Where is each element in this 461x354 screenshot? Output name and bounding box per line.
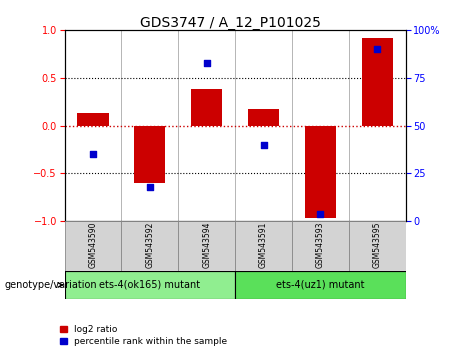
Point <box>146 184 154 190</box>
Bar <box>121 221 178 271</box>
Bar <box>134 126 165 183</box>
Bar <box>65 221 121 271</box>
Point <box>317 211 324 216</box>
Text: GSM543592: GSM543592 <box>145 222 154 268</box>
Text: GSM543593: GSM543593 <box>316 222 325 268</box>
Bar <box>235 221 292 271</box>
Bar <box>349 221 406 271</box>
Text: GSM543595: GSM543595 <box>373 222 382 268</box>
Bar <box>235 271 406 299</box>
Text: GSM543591: GSM543591 <box>259 222 268 268</box>
Point <box>89 152 97 157</box>
Point <box>203 60 210 65</box>
Text: ets-4(uz1) mutant: ets-4(uz1) mutant <box>276 280 365 290</box>
Point <box>260 142 267 148</box>
Point <box>373 46 381 52</box>
Bar <box>305 126 336 218</box>
Text: genotype/variation: genotype/variation <box>5 280 97 290</box>
Bar <box>361 38 393 126</box>
Legend: log2 ratio, percentile rank within the sample: log2 ratio, percentile rank within the s… <box>60 325 227 346</box>
Bar <box>77 113 109 126</box>
Bar <box>292 221 349 271</box>
Text: GDS3747 / A_12_P101025: GDS3747 / A_12_P101025 <box>140 16 321 30</box>
Text: GSM543590: GSM543590 <box>89 222 97 268</box>
Bar <box>65 271 235 299</box>
Bar <box>178 221 235 271</box>
Text: ets-4(ok165) mutant: ets-4(ok165) mutant <box>99 280 201 290</box>
Bar <box>248 109 279 126</box>
Text: GSM543594: GSM543594 <box>202 222 211 268</box>
Bar <box>191 89 222 126</box>
